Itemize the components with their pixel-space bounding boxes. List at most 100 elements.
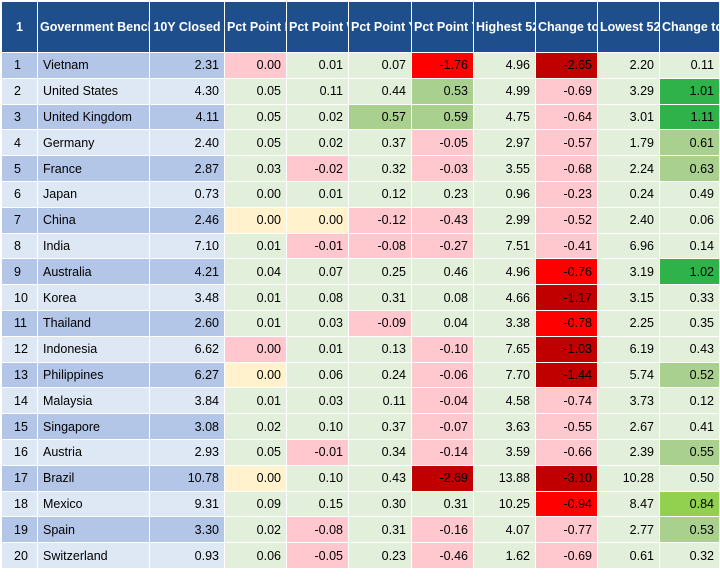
ww-cell: 0.10 [286,413,349,440]
change-l52w-cell: 0.35 [659,309,720,337]
10y-closed-cell: 2.87 [149,155,225,182]
ytd-cell: 0.12 [348,180,412,208]
change-l52w-cell: 0.84 [659,490,720,518]
header-10y-closed[interactable]: 10Y Closed [149,1,225,53]
country-cell: Korea [37,284,150,311]
change-h52w-cell: -0.76 [535,258,598,286]
lowest-52w-cell: 2.20 [597,52,660,79]
change-h52w-cell: -0.57 [535,129,598,157]
rank-cell: 13 [1,361,38,389]
highest-52w-cell: 2.99 [473,206,536,234]
ww-cell: -0.01 [286,232,349,260]
10y-closed-cell: 9.31 [149,490,225,518]
10y-closed-cell: 2.93 [149,438,225,466]
yy-cell: -0.27 [411,232,474,260]
dd-cell: 0.00 [224,180,287,208]
ww-cell: 0.02 [286,103,349,131]
change-l52w-cell: 1.01 [659,77,720,105]
change-h52w-cell: -0.68 [535,155,598,182]
change-l52w-cell: 0.55 [659,438,720,466]
country-cell: Mexico [37,490,150,518]
change-h52w-cell: -0.55 [535,413,598,440]
rank-cell: 5 [1,155,38,182]
dd-cell: 0.00 [224,335,287,363]
ytd-cell: 0.23 [348,542,412,569]
lowest-52w-cell: 10.28 [597,464,660,492]
header-dd[interactable]: Pct Point D/D [224,1,287,53]
ww-cell: 0.15 [286,490,349,518]
rank-cell: 16 [1,438,38,466]
ytd-cell: 0.25 [348,258,412,286]
table-row: 17 Brazil 10.78 0.00 0.10 0.43 -2.69 13.88 -3.10… [1,464,720,492]
dd-cell: 0.00 [224,206,287,234]
ytd-cell: 0.57 [348,103,412,131]
change-h52w-cell: -0.77 [535,516,598,544]
country-cell: United Kingdom [37,103,150,131]
change-l52w-cell: 0.52 [659,361,720,389]
change-l52w-cell: 0.41 [659,413,720,440]
lowest-52w-cell: 0.24 [597,180,660,208]
change-l52w-cell: 0.50 [659,464,720,492]
table-row: 1 Vietnam 2.31 0.00 0.01 0.07 -1.76 4.96 -2.65 2.… [1,52,720,79]
rank-cell: 20 [1,542,38,569]
change-h52w-cell: -0.66 [535,438,598,466]
ytd-cell: 0.34 [348,438,412,466]
ytd-cell: -0.08 [348,232,412,260]
10y-closed-cell: 0.93 [149,542,225,569]
ww-cell: 0.10 [286,464,349,492]
highest-52w-cell: 13.88 [473,464,536,492]
table-row: 7 China 2.46 0.00 0.00 -0.12 -0.43 2.99 -0.52 2.4… [1,206,720,234]
ww-cell: 0.06 [286,361,349,389]
ytd-cell: -0.12 [348,206,412,234]
dd-cell: 0.02 [224,413,287,440]
header-highest-52w[interactable]: Highest 52W [473,1,536,53]
lowest-52w-cell: 2.39 [597,438,660,466]
rank-cell: 18 [1,490,38,518]
10y-closed-cell: 4.30 [149,77,225,105]
table-row: 15 Singapore 3.08 0.02 0.10 0.37 -0.07 3.63 -0.5… [1,413,720,440]
ytd-cell: 0.30 [348,490,412,518]
ytd-cell: 0.37 [348,413,412,440]
change-l52w-cell: 0.49 [659,180,720,208]
rank-cell: 10 [1,284,38,311]
yy-cell: -2.69 [411,464,474,492]
yy-cell: -0.16 [411,516,474,544]
header-benchmark[interactable]: Government Benchmark [37,1,150,53]
change-l52w-cell: 0.63 [659,155,720,182]
ww-cell: 0.00 [286,206,349,234]
10y-closed-cell: 3.48 [149,284,225,311]
header-rank[interactable]: 1 [1,1,38,53]
10y-closed-cell: 0.73 [149,180,225,208]
table-row: 9 Australia 4.21 0.04 0.07 0.25 0.46 4.96 -0.76 3… [1,258,720,286]
change-h52w-cell: -0.78 [535,309,598,337]
header-ww[interactable]: Pct Point W/W [286,1,349,53]
header-lowest-52w[interactable]: Lowest 52W [597,1,660,53]
dd-cell: 0.05 [224,103,287,131]
country-cell: Spain [37,516,150,544]
highest-52w-cell: 7.51 [473,232,536,260]
ytd-cell: -0.09 [348,309,412,337]
dd-cell: 0.01 [224,232,287,260]
header-yy[interactable]: Pct Point Y/Y [411,1,474,53]
lowest-52w-cell: 5.74 [597,361,660,389]
ww-cell: -0.05 [286,542,349,569]
table-row: 6 Japan 0.73 0.00 0.01 0.12 0.23 0.96 -0.23 0.24 0… [1,180,720,208]
country-cell: Japan [37,180,150,208]
ww-cell: -0.02 [286,155,349,182]
change-l52w-cell: 0.61 [659,129,720,157]
country-cell: China [37,206,150,234]
table-row: 20 Switzerland 0.93 0.06 -0.05 0.23 -0.46 1.62-… [1,542,720,569]
rank-cell: 8 [1,232,38,260]
ww-cell: 0.01 [286,335,349,363]
header-ytd[interactable]: Pct Point YTD [348,1,412,53]
change-h52w-cell: -1.03 [535,335,598,363]
table-row: 12 Indonesia 6.62 0.00 0.01 0.13 -0.10 7.65 -1.0… [1,335,720,363]
header-change-h52w[interactable]: Change to H52W [535,1,598,53]
lowest-52w-cell: 3.29 [597,77,660,105]
lowest-52w-cell: 2.24 [597,155,660,182]
change-h52w-cell: -0.52 [535,206,598,234]
highest-52w-cell: 4.99 [473,77,536,105]
change-l52w-cell: 1.02 [659,258,720,286]
change-h52w-cell: -3.10 [535,464,598,492]
header-change-l52w[interactable]: Change to L52W [659,1,720,53]
